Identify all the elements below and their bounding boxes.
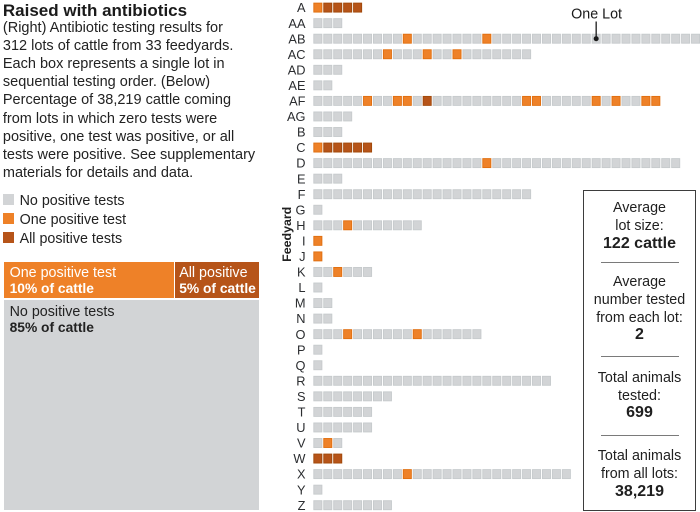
svg-text:O: O <box>296 327 306 342</box>
svg-text:AC: AC <box>288 47 306 62</box>
svg-text:X: X <box>297 467 306 482</box>
svg-text:C: C <box>296 140 305 155</box>
svg-text:AE: AE <box>288 78 305 93</box>
svg-text:U: U <box>296 420 305 435</box>
svg-text:F: F <box>298 187 306 202</box>
svg-text:T: T <box>298 405 306 420</box>
svg-text:Feedyard: Feedyard <box>280 207 294 262</box>
svg-text:AD: AD <box>288 62 306 77</box>
svg-text:E: E <box>297 171 306 186</box>
svg-text:AA: AA <box>288 16 306 31</box>
svg-text:One Lot: One Lot <box>571 7 622 23</box>
svg-text:W: W <box>293 451 306 466</box>
svg-text:B: B <box>297 125 306 140</box>
svg-text:M: M <box>295 296 306 311</box>
svg-text:Y: Y <box>297 482 306 497</box>
svg-text:L: L <box>298 280 305 295</box>
svg-text:AF: AF <box>289 94 306 109</box>
svg-text:I: I <box>302 233 306 248</box>
svg-text:Q: Q <box>296 358 306 373</box>
svg-text:S: S <box>297 389 306 404</box>
svg-text:H: H <box>296 218 305 233</box>
svg-text:N: N <box>296 311 305 326</box>
svg-text:AB: AB <box>288 31 305 46</box>
svg-text:V: V <box>297 436 306 451</box>
svg-text:D: D <box>296 156 305 171</box>
svg-text:AG: AG <box>287 109 306 124</box>
svg-text:Z: Z <box>298 498 306 512</box>
svg-text:A: A <box>297 0 306 15</box>
svg-text:J: J <box>299 249 305 264</box>
svg-text:K: K <box>297 265 306 280</box>
svg-text:R: R <box>296 373 305 388</box>
svg-text:P: P <box>297 342 306 357</box>
svg-text:G: G <box>296 202 306 217</box>
